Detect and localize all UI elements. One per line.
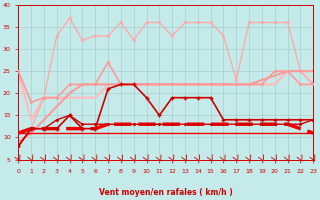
X-axis label: Vent moyen/en rafales ( km/h ): Vent moyen/en rafales ( km/h ) <box>99 188 233 197</box>
